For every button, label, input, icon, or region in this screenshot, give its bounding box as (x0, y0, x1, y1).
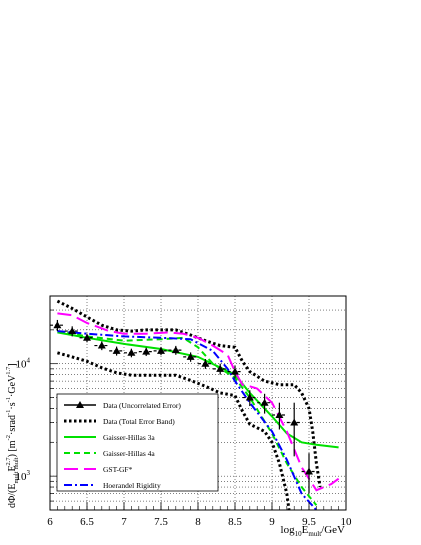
data-marker (290, 418, 299, 426)
y-axis-label: dΦ/(EmultE2.7mult) [m-2·srad-1·s-1·GeV1.… (5, 363, 20, 508)
data-marker (127, 348, 136, 356)
data-point (109, 346, 124, 356)
data-point (168, 345, 184, 355)
data-point (198, 359, 213, 369)
x-tick-label: 7 (121, 516, 127, 528)
series-total-error-band-lower (56, 351, 291, 510)
data-point (242, 390, 258, 407)
data-point (227, 365, 243, 379)
data-marker (305, 467, 313, 475)
data-marker (142, 347, 151, 355)
legend-label: Data (Total Error Band) (103, 417, 175, 426)
series-total-error-band-upper (56, 299, 322, 488)
data-marker (216, 364, 225, 372)
legend-label: Gaisser-Hillas 4a (103, 449, 155, 458)
legend-label: Hoerandel Rigidity (103, 481, 161, 490)
x-tick-label: 6 (47, 516, 53, 528)
legend-marker (76, 401, 84, 408)
data-point (124, 348, 139, 358)
data-point (212, 363, 228, 375)
x-tick-label: 10 (341, 516, 353, 528)
x-axis-label: log10Emult/GeV (281, 524, 346, 538)
y-tick-label: 103 (16, 469, 31, 483)
legend-entry: GST-GF* (64, 465, 133, 474)
legend-label: Data (Uncorrelated Error) (103, 401, 181, 410)
x-tick-label: 7.5 (154, 516, 168, 528)
data-point (50, 319, 65, 332)
data-marker (83, 333, 91, 341)
legend-entry: Gaisser-Hillas 3a (64, 433, 155, 442)
data-marker (171, 346, 180, 354)
data-marker (97, 341, 106, 349)
x-tick-label: 6.5 (80, 516, 94, 528)
x-tick-label: 9.5 (302, 516, 316, 528)
y-tick-label: 104 (16, 357, 31, 371)
data-marker (231, 367, 239, 375)
data-point (64, 326, 80, 337)
data-point (183, 352, 198, 362)
data-marker (112, 346, 121, 354)
series-gst-gf (57, 312, 340, 492)
x-tick-label: 8 (195, 516, 201, 528)
legend: Data (Uncorrelated Error) Data (Total Err… (56, 393, 219, 492)
legend-entry: Gaisser-Hillas 4a (64, 449, 155, 458)
data-point (94, 341, 110, 351)
data-marker (275, 410, 284, 418)
data-point (301, 453, 317, 494)
data-marker (53, 321, 62, 329)
x-tick-label: 9 (269, 516, 275, 528)
data-marker (186, 352, 195, 360)
legend-entry: Data (Uncorrelated Error) (64, 401, 181, 410)
data-point (138, 347, 154, 357)
data-point (153, 346, 169, 356)
legend-label: Gaisser-Hillas 3a (103, 433, 155, 442)
data-marker (245, 393, 254, 401)
x-tick-label: 8.5 (228, 516, 242, 528)
series-gaisser-hillas-4a (57, 330, 318, 506)
data-point (286, 402, 302, 457)
data-marker (68, 327, 77, 335)
legend-entry: Hoerandel Rigidity (64, 481, 161, 490)
axis-ticks: 6 6.5 7 7.5 8 8.5 9 9.5 10 103 104 (16, 295, 353, 528)
legend-box (56, 393, 219, 492)
series-hoerandel-rigidity (57, 330, 318, 510)
legend-label: GST-GF* (103, 465, 133, 474)
data-marker (157, 346, 165, 354)
series-layer (50, 299, 340, 510)
data-point (272, 402, 287, 430)
data-marker (201, 359, 210, 367)
data-point (79, 333, 95, 343)
legend-entry: Data (Total Error Band) (64, 417, 175, 426)
data-marker (260, 398, 269, 406)
data-point (257, 393, 272, 414)
